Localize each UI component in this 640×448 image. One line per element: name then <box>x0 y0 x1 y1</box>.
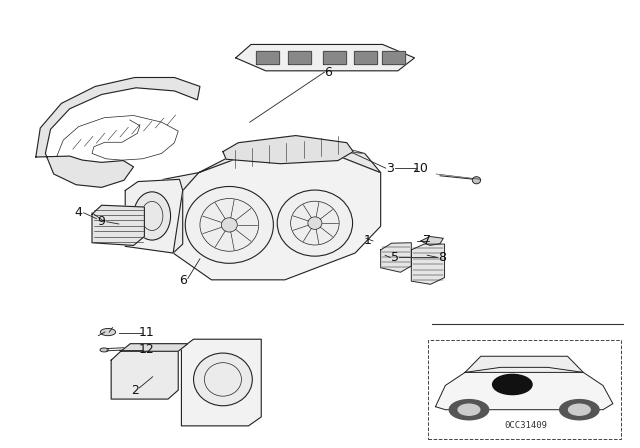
Circle shape <box>559 400 599 420</box>
Text: 2: 2 <box>131 383 139 396</box>
Polygon shape <box>121 344 188 351</box>
Circle shape <box>449 400 489 420</box>
Polygon shape <box>381 243 412 272</box>
Ellipse shape <box>134 192 171 240</box>
Text: 8: 8 <box>438 251 447 264</box>
Polygon shape <box>111 351 178 399</box>
Text: 1: 1 <box>364 234 372 247</box>
Ellipse shape <box>200 198 259 251</box>
Circle shape <box>568 404 590 415</box>
Polygon shape <box>36 78 200 187</box>
Polygon shape <box>412 244 445 284</box>
Circle shape <box>458 404 480 415</box>
Polygon shape <box>236 44 415 71</box>
Ellipse shape <box>221 218 237 232</box>
Polygon shape <box>421 237 444 246</box>
Text: 12: 12 <box>138 344 154 357</box>
Ellipse shape <box>193 353 252 406</box>
Ellipse shape <box>308 217 322 229</box>
Circle shape <box>493 375 532 395</box>
Ellipse shape <box>277 190 353 256</box>
Polygon shape <box>382 51 405 64</box>
Polygon shape <box>465 356 583 372</box>
Text: 7: 7 <box>422 234 431 247</box>
Polygon shape <box>125 179 182 253</box>
Text: 6: 6 <box>324 66 332 79</box>
Polygon shape <box>355 51 378 64</box>
Ellipse shape <box>291 201 339 245</box>
Polygon shape <box>256 51 279 64</box>
Polygon shape <box>92 205 145 246</box>
Polygon shape <box>181 339 261 426</box>
Text: 9: 9 <box>98 215 106 228</box>
Polygon shape <box>227 143 365 158</box>
Ellipse shape <box>100 348 108 352</box>
Text: 0CC31409: 0CC31409 <box>504 422 547 431</box>
Ellipse shape <box>185 186 273 263</box>
Polygon shape <box>198 146 381 172</box>
Text: 5: 5 <box>390 251 399 264</box>
Ellipse shape <box>100 328 116 336</box>
Text: 11: 11 <box>138 326 154 339</box>
Text: 6: 6 <box>179 274 187 287</box>
Ellipse shape <box>472 177 481 184</box>
Polygon shape <box>323 51 346 64</box>
Polygon shape <box>145 172 198 253</box>
Text: 3: 3 <box>387 162 394 175</box>
Polygon shape <box>288 51 311 64</box>
Polygon shape <box>435 367 613 409</box>
Text: 4: 4 <box>75 207 83 220</box>
Text: 10: 10 <box>413 162 429 175</box>
Polygon shape <box>223 136 353 164</box>
Polygon shape <box>173 152 381 280</box>
